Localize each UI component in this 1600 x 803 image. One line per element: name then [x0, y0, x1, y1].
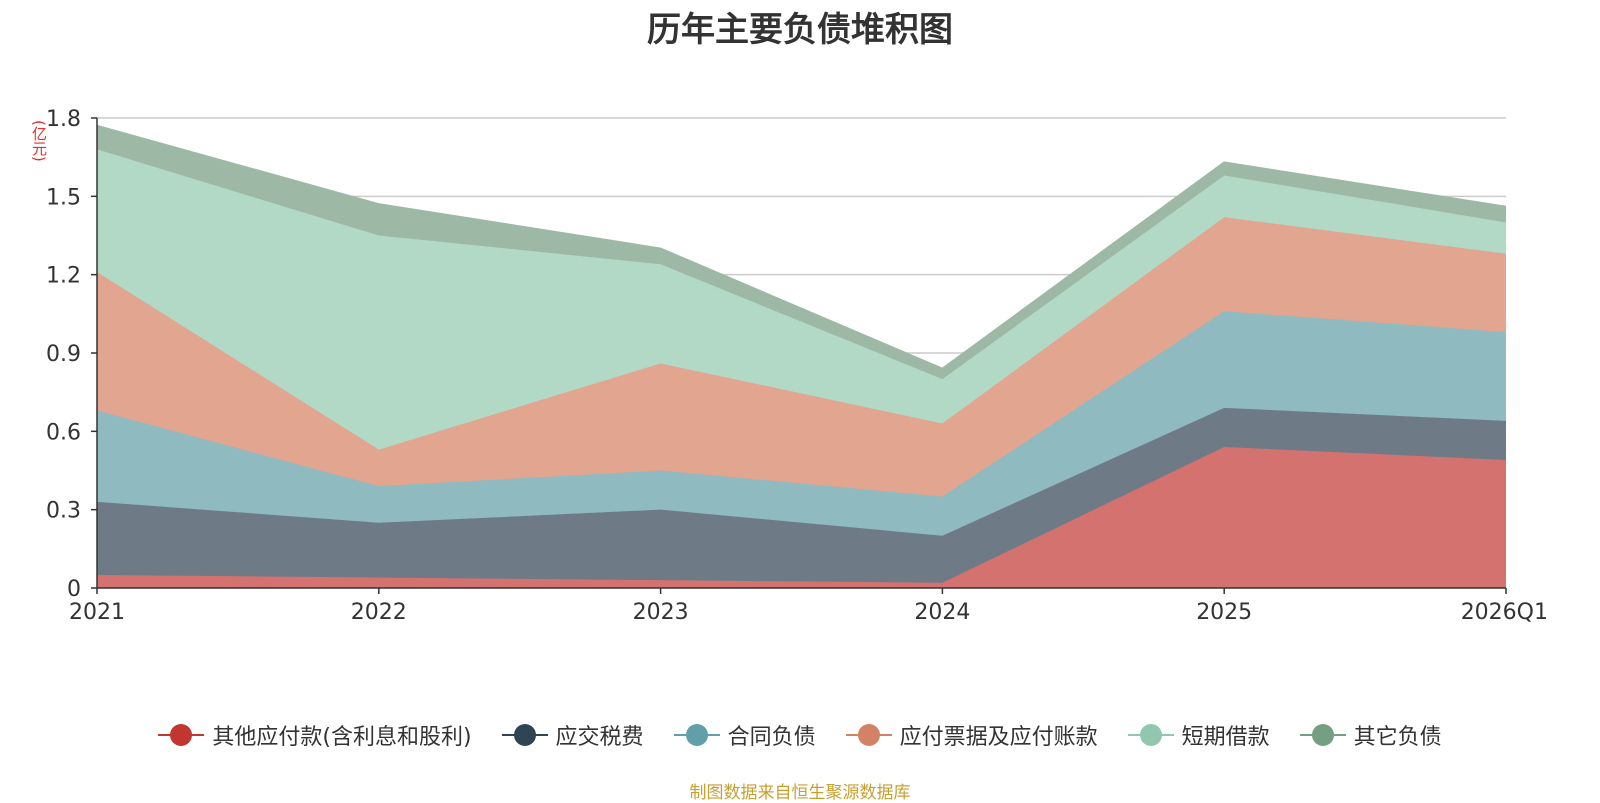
legend-marker-icon	[673, 723, 720, 747]
x-tick-label: 2024	[914, 600, 970, 625]
y-axis-unit-label: (亿元)	[30, 120, 48, 162]
chart-title: 历年主要负债堆积图	[647, 10, 953, 50]
axes: 0 0.3 0.6 0.9 1.2 1.5 1.8 2021 2022 2023 2024 2025 2…	[46, 107, 1548, 625]
area-series-5	[97, 149, 1506, 450]
series-line-6	[96, 124, 1507, 370]
y-tick-label: 0	[67, 577, 81, 602]
legend-label: 其它负债	[1353, 725, 1442, 750]
legend-label: 其他应付款(含利息和股利)	[212, 725, 472, 750]
legend-marker-icon	[845, 723, 892, 747]
x-tick-label: 2022	[351, 600, 407, 625]
legend-label: 应付票据及应付账款	[899, 725, 1098, 750]
legend-marker-icon	[501, 723, 548, 747]
y-tick-label: 1.8	[46, 107, 81, 132]
legend-item[interactable]: 合同负债	[673, 719, 816, 751]
y-tick-label: 0.6	[46, 420, 81, 445]
legend-marker-icon	[1127, 723, 1174, 747]
legend-item[interactable]: 短期借款	[1127, 719, 1270, 751]
y-tick-label: 1.5	[46, 185, 81, 210]
y-tick-label: 0.9	[46, 342, 81, 367]
area-series-4	[97, 217, 1506, 497]
legend-label: 合同负债	[727, 725, 816, 750]
legend-item[interactable]: 其它负债	[1299, 719, 1442, 751]
area-series-layer	[96, 124, 1507, 588]
area-series-2	[97, 407, 1506, 583]
series-line-1	[96, 445, 1507, 584]
legend-item[interactable]: 应付票据及应付账款	[845, 719, 1098, 751]
source-note: 制图数据来自恒生聚源数据库	[689, 783, 911, 803]
stacked-area-chart: 0 0.3 0.6 0.9 1.2 1.5 1.8 2021 2022 2023 2024 2025 2…	[46, 107, 1548, 625]
area-series-3	[97, 311, 1506, 536]
legend: 其他应付款(含利息和股利) 应交税费 合同负债 应付票据及应付账款 短期借款 其它负债	[0, 718, 1600, 752]
y-tick-label: 1.2	[46, 264, 81, 289]
legend-marker-icon	[158, 723, 205, 747]
legend-label: 短期借款	[1181, 725, 1270, 750]
y-tick-label: 0.3	[46, 499, 81, 524]
x-tick-label: 2021	[69, 600, 125, 625]
legend-marker-icon	[1299, 723, 1346, 747]
legend-item[interactable]: 其他应付款(含利息和股利)	[158, 719, 472, 751]
x-tick-label: 2025	[1196, 600, 1252, 625]
legend-label: 应交税费	[555, 725, 644, 750]
x-tick-label: 2023	[633, 600, 689, 625]
x-tick-label: 2026Q1	[1461, 600, 1548, 625]
area-series-1	[97, 447, 1506, 588]
legend-item[interactable]: 应交税费	[501, 719, 644, 751]
